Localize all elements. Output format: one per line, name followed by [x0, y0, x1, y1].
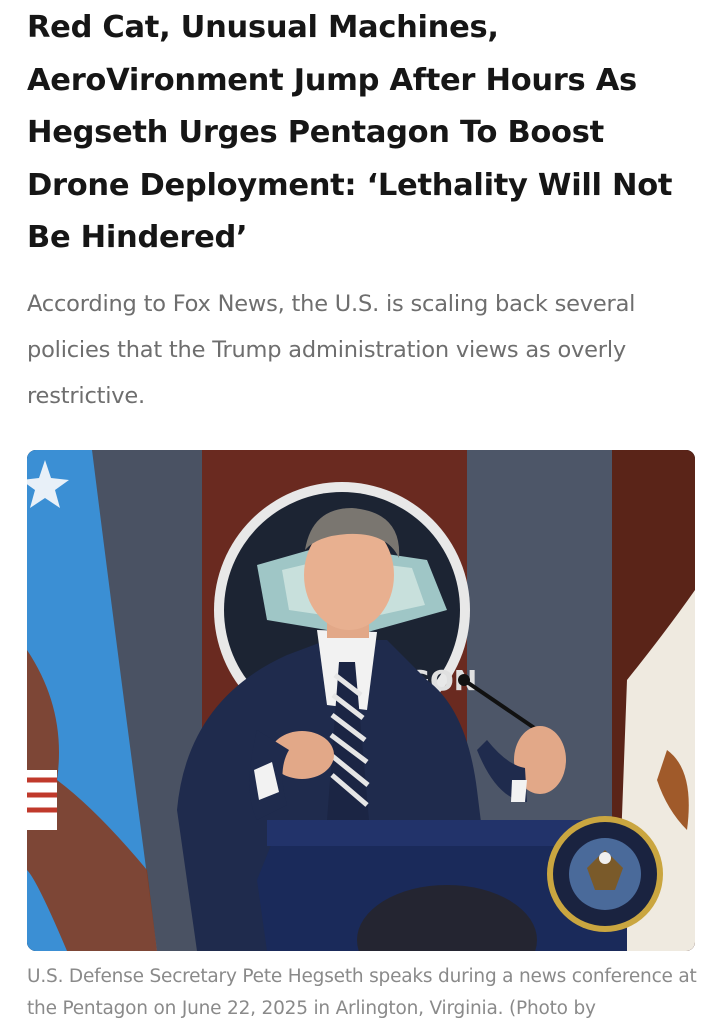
photo-illustration: GON	[27, 450, 695, 951]
article-dek: According to Fox News, the U.S. is scali…	[27, 291, 636, 409]
blurred-foreground	[357, 885, 537, 951]
podium-seal	[547, 816, 663, 932]
article-photo[interactable]: GON	[27, 450, 695, 951]
left-flag	[27, 450, 157, 951]
article-headline: Red Cat, Unusual Machines, AeroVironment…	[27, 10, 673, 255]
photo-caption: U.S. Defense Secretary Pete Hegseth spea…	[27, 966, 697, 1019]
